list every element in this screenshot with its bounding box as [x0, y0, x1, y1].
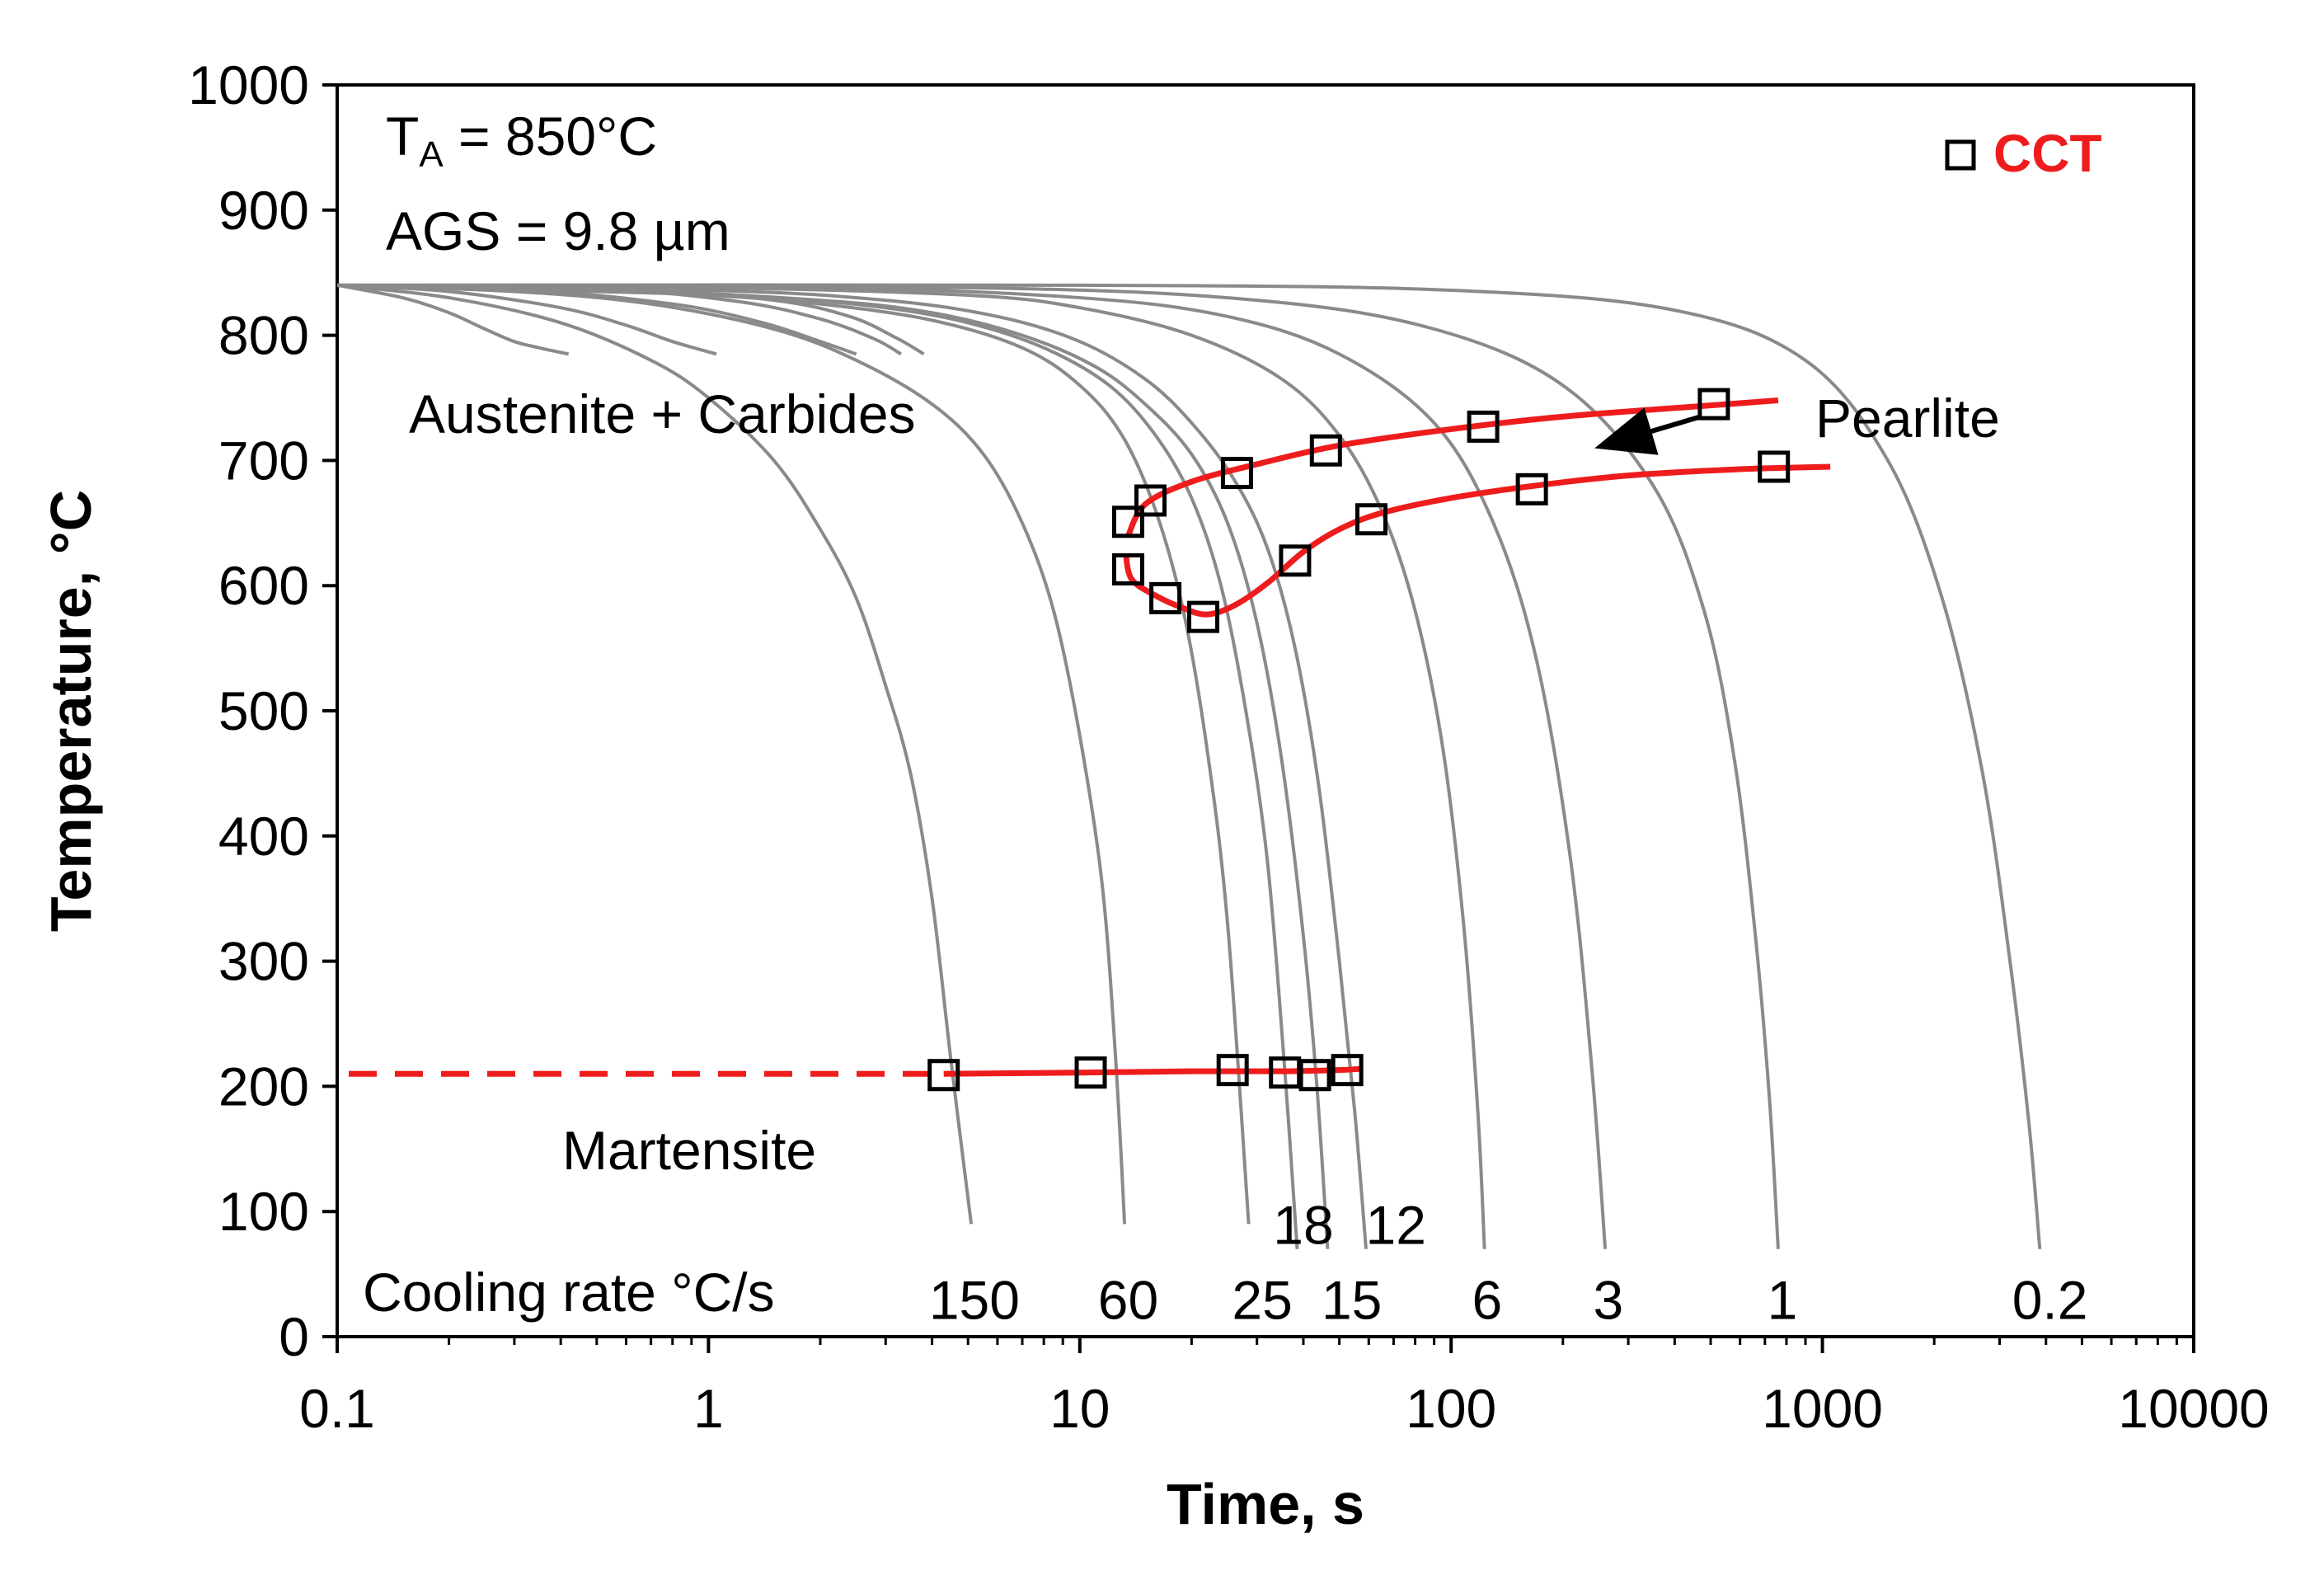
pearlite-finish-point — [1279, 544, 1312, 577]
y-tick-label: 400 — [218, 806, 309, 867]
cooling-curve-12 — [337, 283, 1368, 1249]
martensite-start-point — [1216, 1054, 1249, 1087]
y-tick-label: 200 — [218, 1055, 309, 1117]
y-tick-label: 0 — [279, 1306, 309, 1367]
y-tick-label: 500 — [218, 680, 309, 741]
cooling-curve-150 — [337, 283, 974, 1225]
cooling-rate-label: 6 — [1472, 1269, 1502, 1330]
cct-markers — [927, 388, 1791, 1092]
x-axis-title: Time, s — [1167, 1472, 1364, 1536]
legend-marker-open-square — [1945, 139, 1976, 171]
cooling-curve-60 — [337, 283, 1127, 1225]
cooling-curve-fast-11 — [337, 283, 717, 356]
annotation-austenitizing-temperature: TA = 850°C — [386, 106, 657, 175]
pearlite-finish-point — [1112, 552, 1145, 585]
pearlite-start-point — [1309, 434, 1342, 467]
cooling-curve-6 — [337, 283, 1486, 1249]
pearlite-start-point — [1467, 410, 1500, 443]
cooling-rate-label: 15 — [1322, 1269, 1382, 1330]
martensite-start-point — [927, 1059, 960, 1092]
y-tick-label: 300 — [218, 931, 309, 992]
pearlite-finish-point — [1758, 450, 1791, 483]
y-tick-label: 600 — [218, 555, 309, 616]
cooling-rate-label: 12 — [1365, 1194, 1425, 1255]
cooling-curve-fast-10 — [337, 283, 570, 356]
annotation-martensite: Martensite — [562, 1120, 816, 1181]
cooling-rate-label: 1 — [1768, 1269, 1798, 1330]
pearlite-finish-line — [1123, 463, 1831, 618]
pearlite-start-point — [1697, 388, 1730, 421]
x-tick-label: 0.1 — [299, 1378, 375, 1439]
cooling-rate-label: 150 — [929, 1269, 1020, 1330]
ta-value: = 850°C — [444, 106, 657, 167]
legend-label-cct: CCT — [1993, 124, 2102, 183]
ta-main: T — [386, 106, 419, 167]
cooling-rate-label: 3 — [1593, 1269, 1623, 1330]
pearlite-start-point — [1134, 484, 1167, 517]
x-tick-label: 1 — [693, 1378, 724, 1439]
cooling-rate-label: 25 — [1232, 1269, 1292, 1330]
annotation-grain-size: AGS = 9.8 µm — [386, 200, 730, 261]
pearlite-start-point — [1220, 457, 1253, 490]
annotation-austenite-carbides: Austenite + Carbides — [409, 383, 916, 444]
pearlite-finish-point — [1187, 600, 1220, 633]
y-tick-label: 1000 — [188, 54, 309, 115]
y-axis-title: Temperature, °C — [39, 490, 103, 932]
y-tick-label: 700 — [218, 430, 309, 491]
pearlite-start-line — [1125, 397, 1779, 538]
pearlite-finish-point — [1149, 581, 1182, 614]
annotation-cooling-rate: Cooling rate °C/s — [363, 1262, 775, 1323]
x-tick-label: 1000 — [1762, 1378, 1883, 1439]
pearlite-finish-point — [1355, 503, 1388, 536]
cooling-rate-label: 18 — [1273, 1194, 1333, 1255]
martensite-start-point — [1331, 1054, 1364, 1087]
legend: CCT — [1945, 124, 2102, 183]
x-tick-label: 10000 — [2118, 1378, 2270, 1439]
martensite-start-point — [1074, 1056, 1107, 1089]
cooling-rate-label: 60 — [1098, 1269, 1158, 1330]
cooling-curve-15 — [337, 283, 1330, 1249]
cooling-curve-fast-14 — [337, 283, 925, 356]
pearlite-start-point — [1112, 505, 1145, 538]
cct-lines — [349, 397, 1831, 1077]
y-tick-label: 800 — [218, 305, 309, 366]
martensite-start-point — [1298, 1059, 1331, 1092]
cooling-rate-label: 0.2 — [2012, 1269, 2088, 1330]
cooling-rate-labels: 150 60 25 15 6 3 1 0.2 18 12 — [929, 1194, 2088, 1330]
ta-subscript: A — [419, 134, 444, 175]
x-tick-label: 10 — [1049, 1378, 1110, 1439]
y-tick-label: 100 — [218, 1181, 309, 1242]
pearlite-arrow — [1594, 407, 1702, 455]
martensite-start-line — [943, 1065, 1361, 1077]
annotation-pearlite: Pearlite — [1815, 388, 2000, 449]
x-tick-label: 100 — [1406, 1378, 1496, 1439]
cooling-curve-0p2 — [337, 283, 2042, 1249]
y-tick-label: 900 — [218, 180, 309, 241]
pearlite-finish-point — [1515, 472, 1548, 505]
